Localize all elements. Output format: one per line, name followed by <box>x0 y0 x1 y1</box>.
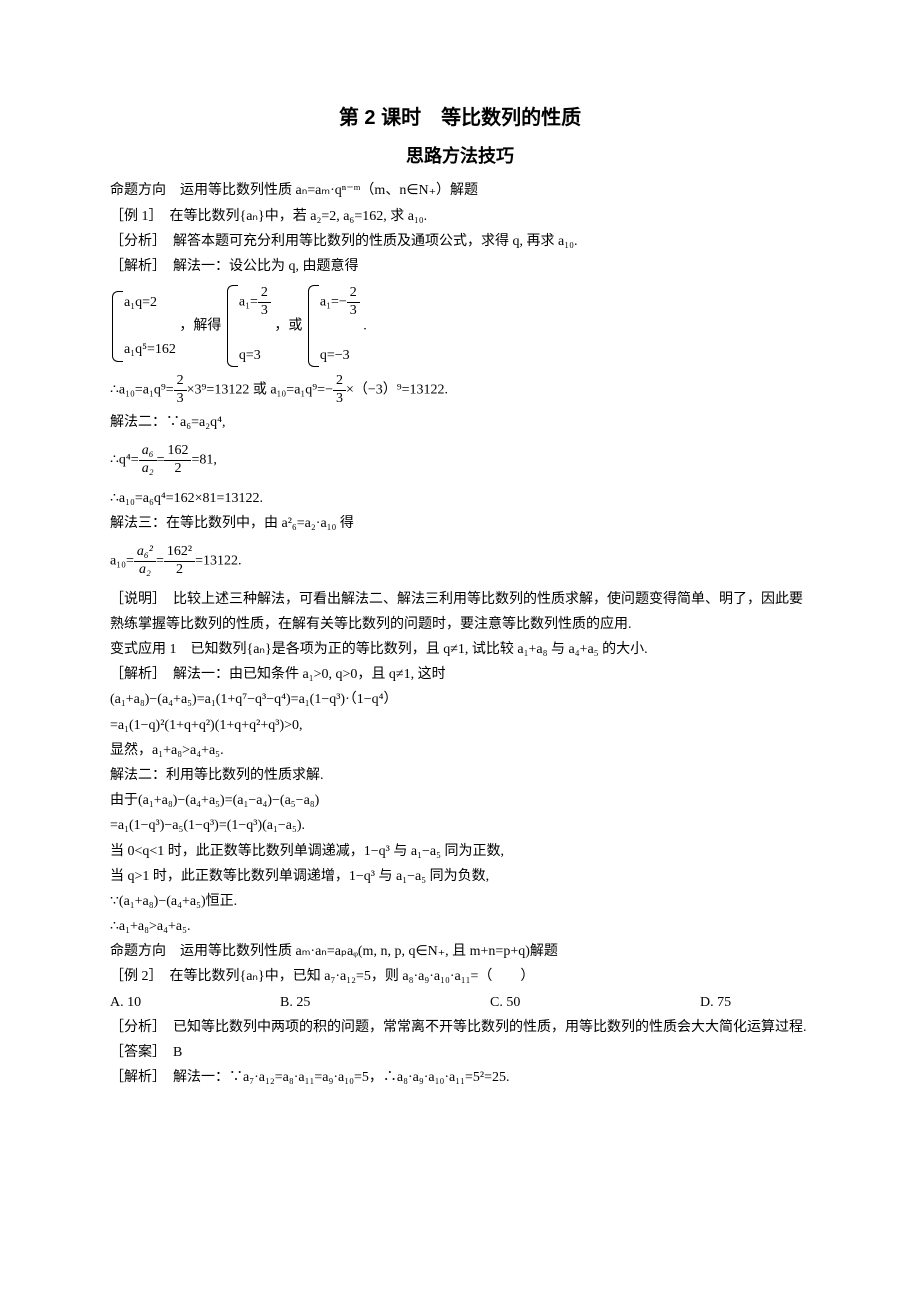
sol-b-a1-lhs: a₁=− <box>320 295 347 310</box>
example-1-analysis: ［分析］ 解答本题可充分利用等比数列的性质及通项公式，求得 q, 再求 a₁₀. <box>110 229 810 254</box>
sol-a-q: q=3 <box>239 344 271 368</box>
example-2-options: A. 10 B. 25 C. 50 D. 75 <box>110 990 810 1015</box>
m3-f1-den: a₂ <box>134 562 156 579</box>
method-2-result: ∴a₁₀=a₆q⁴=162×81=13122. <box>110 486 810 511</box>
direction-2: 命题方向 运用等比数列性质 aₘ·aₙ=aₚaᵩ(m, n, p, q∈N₊, … <box>110 939 810 964</box>
method-3-intro: 解法三：在等比数列中，由 a²₆=a₂·a₁₀ 得 <box>110 511 810 536</box>
m2-f2-num: 162 <box>164 443 191 461</box>
sol-a-a1-den: 3 <box>258 303 271 320</box>
variation-1-m2-l2: =a₁(1−q³)−a₅(1−q³)=(1−q³)(a₁−a₅). <box>110 813 810 838</box>
example-1-solution-intro: ［解析］ 解法一：设公比为 q, 由题意得 <box>110 254 810 279</box>
option-d: D. 75 <box>700 990 731 1015</box>
brace-solution-a: a₁=23 q=3 <box>225 285 271 367</box>
m3-f1-num: a₆² <box>134 544 156 562</box>
example-1-heading: ［例 1］ 在等比数列{aₙ}中，若 a₂=2, a₆=162, 求 a₁₀. <box>110 204 810 229</box>
a10-part-b: ×3⁹=13122 或 a₁₀=a₁q⁹=− <box>187 383 333 398</box>
text-or: ，或 <box>274 318 302 333</box>
m3-f2-num: 162² <box>164 544 195 562</box>
sol-b-a1-num: 2 <box>347 285 360 303</box>
a10-part-c: ×（−3）⁹=13122. <box>346 383 448 398</box>
method-2-q4: ∴q⁴=a₆a₂=1622=81, <box>110 443 810 478</box>
sol-b-q: q=−3 <box>320 344 360 368</box>
eq-a1q: a₁q=2 <box>124 291 176 315</box>
variation-1-line-1: (a₁+a₈)−(a₄+a₅)=a₁(1+q⁷−q³−q⁴)=a₁(1−q³)·… <box>110 687 810 712</box>
variation-1-m2-l5: ∵(a₁+a₈)−(a₄+a₅)恒正. <box>110 889 810 914</box>
sol-a-a1-num: 2 <box>258 285 271 303</box>
m3-rhs: =13122. <box>195 554 241 569</box>
variation-1-method-2: 解法二：利用等比数列的性质求解. <box>110 763 810 788</box>
m2-f1-num: a₆ <box>139 443 157 461</box>
a10-result-line: ∴a₁₀=a₁q⁹=23×3⁹=13122 或 a₁₀=a₁q⁹=−23×（−3… <box>110 373 810 408</box>
option-a: A. 10 <box>110 990 280 1015</box>
method-2-intro: 解法二：∵a₆=a₂q⁴, <box>110 410 810 435</box>
variation-1: 变式应用 1 已知数列{aₙ}是各项为正的等比数列，且 q≠1, 试比较 a₁+… <box>110 637 810 662</box>
variation-1-m2-l3: 当 0<q<1 时，此正数等比数列单调递减，1−q³ 与 a₁−a₅ 同为正数, <box>110 839 810 864</box>
example-2-answer: ［答案］ B <box>110 1040 810 1065</box>
example-2-solution: ［解析］ 解法一：∵a₇·a₁₂=a₈·a₁₁=a₉·a₁₀=5，∴a₈·a₉·… <box>110 1065 810 1090</box>
a10-f2-num: 2 <box>333 373 346 391</box>
eq-a1q5: a₁q⁵=162 <box>124 338 176 362</box>
example-2-analysis: ［分析］ 已知等比数列中两项的积的问题，常常离不开等比数列的性质，用等比数列的性… <box>110 1015 810 1040</box>
brace-given: a₁q=2 a₁q⁵=162 <box>110 291 176 362</box>
m2-rhs: =81, <box>191 453 216 468</box>
option-c: C. 50 <box>490 990 700 1015</box>
text-period: . <box>363 318 367 333</box>
m2-f1-den: a₂ <box>139 461 157 478</box>
variation-1-m2-l4: 当 q>1 时，此正数等比数列单调递增，1−q³ 与 a₁−a₅ 同为负数, <box>110 864 810 889</box>
system-equations: a₁q=2 a₁q⁵=162 ，解得 a₁=23 q=3 ，或 a₁=−23 q… <box>110 281 810 371</box>
m3-eq-sign: = <box>156 554 164 569</box>
brace-solution-b: a₁=−23 q=−3 <box>306 285 360 367</box>
a10-f1-num: 2 <box>174 373 187 391</box>
a10-f2-den: 3 <box>333 391 346 408</box>
m2-lhs: ∴q⁴= <box>110 453 139 468</box>
m2-f2-den: 2 <box>164 461 191 478</box>
m3-lhs: a₁₀= <box>110 554 134 569</box>
variation-1-m2-l6: ∴a₁+a₈>a₄+a₅. <box>110 914 810 939</box>
variation-1-m2-l1: 由于(a₁+a₈)−(a₄+a₅)=(a₁−a₄)−(a₅−a₈) <box>110 788 810 813</box>
variation-1-solution: ［解析］ 解法一：由已知条件 a₁>0, q>0，且 q≠1, 这时 <box>110 662 810 687</box>
a10-f1-den: 3 <box>174 391 187 408</box>
explanation-note: ［说明］ 比较上述三种解法，可看出解法二、解法三利用等比数列的性质求解，使问题变… <box>110 587 810 637</box>
direction-1: 命题方向 运用等比数列性质 aₙ=aₘ·qⁿ⁻ᵐ（m、n∈N₊）解题 <box>110 178 810 203</box>
lesson-title: 第 2 课时 等比数列的性质 <box>110 100 810 136</box>
example-2-heading: ［例 2］ 在等比数列{aₙ}中，已知 a₇·a₁₂=5，则 a₈·a₉·a₁₀… <box>110 964 810 989</box>
variation-1-line-3: 显然，a₁+a₈>a₄+a₅. <box>110 738 810 763</box>
variation-1-line-2: =a₁(1−q)²(1+q+q²)(1+q+q²+q³)>0, <box>110 713 810 738</box>
m2-eq: = <box>157 453 165 468</box>
sol-b-a1-den: 3 <box>347 303 360 320</box>
m3-f2-den: 2 <box>164 562 195 579</box>
method-3-eq: a₁₀=a₆²a₂=162²2=13122. <box>110 544 810 579</box>
a10-part-a: ∴a₁₀=a₁q⁹= <box>110 383 174 398</box>
section-subtitle: 思路方法技巧 <box>110 140 810 172</box>
text-solve-to: ，解得 <box>179 318 221 333</box>
option-b: B. 25 <box>280 990 490 1015</box>
sol-a-a1-lhs: a₁= <box>239 295 258 310</box>
